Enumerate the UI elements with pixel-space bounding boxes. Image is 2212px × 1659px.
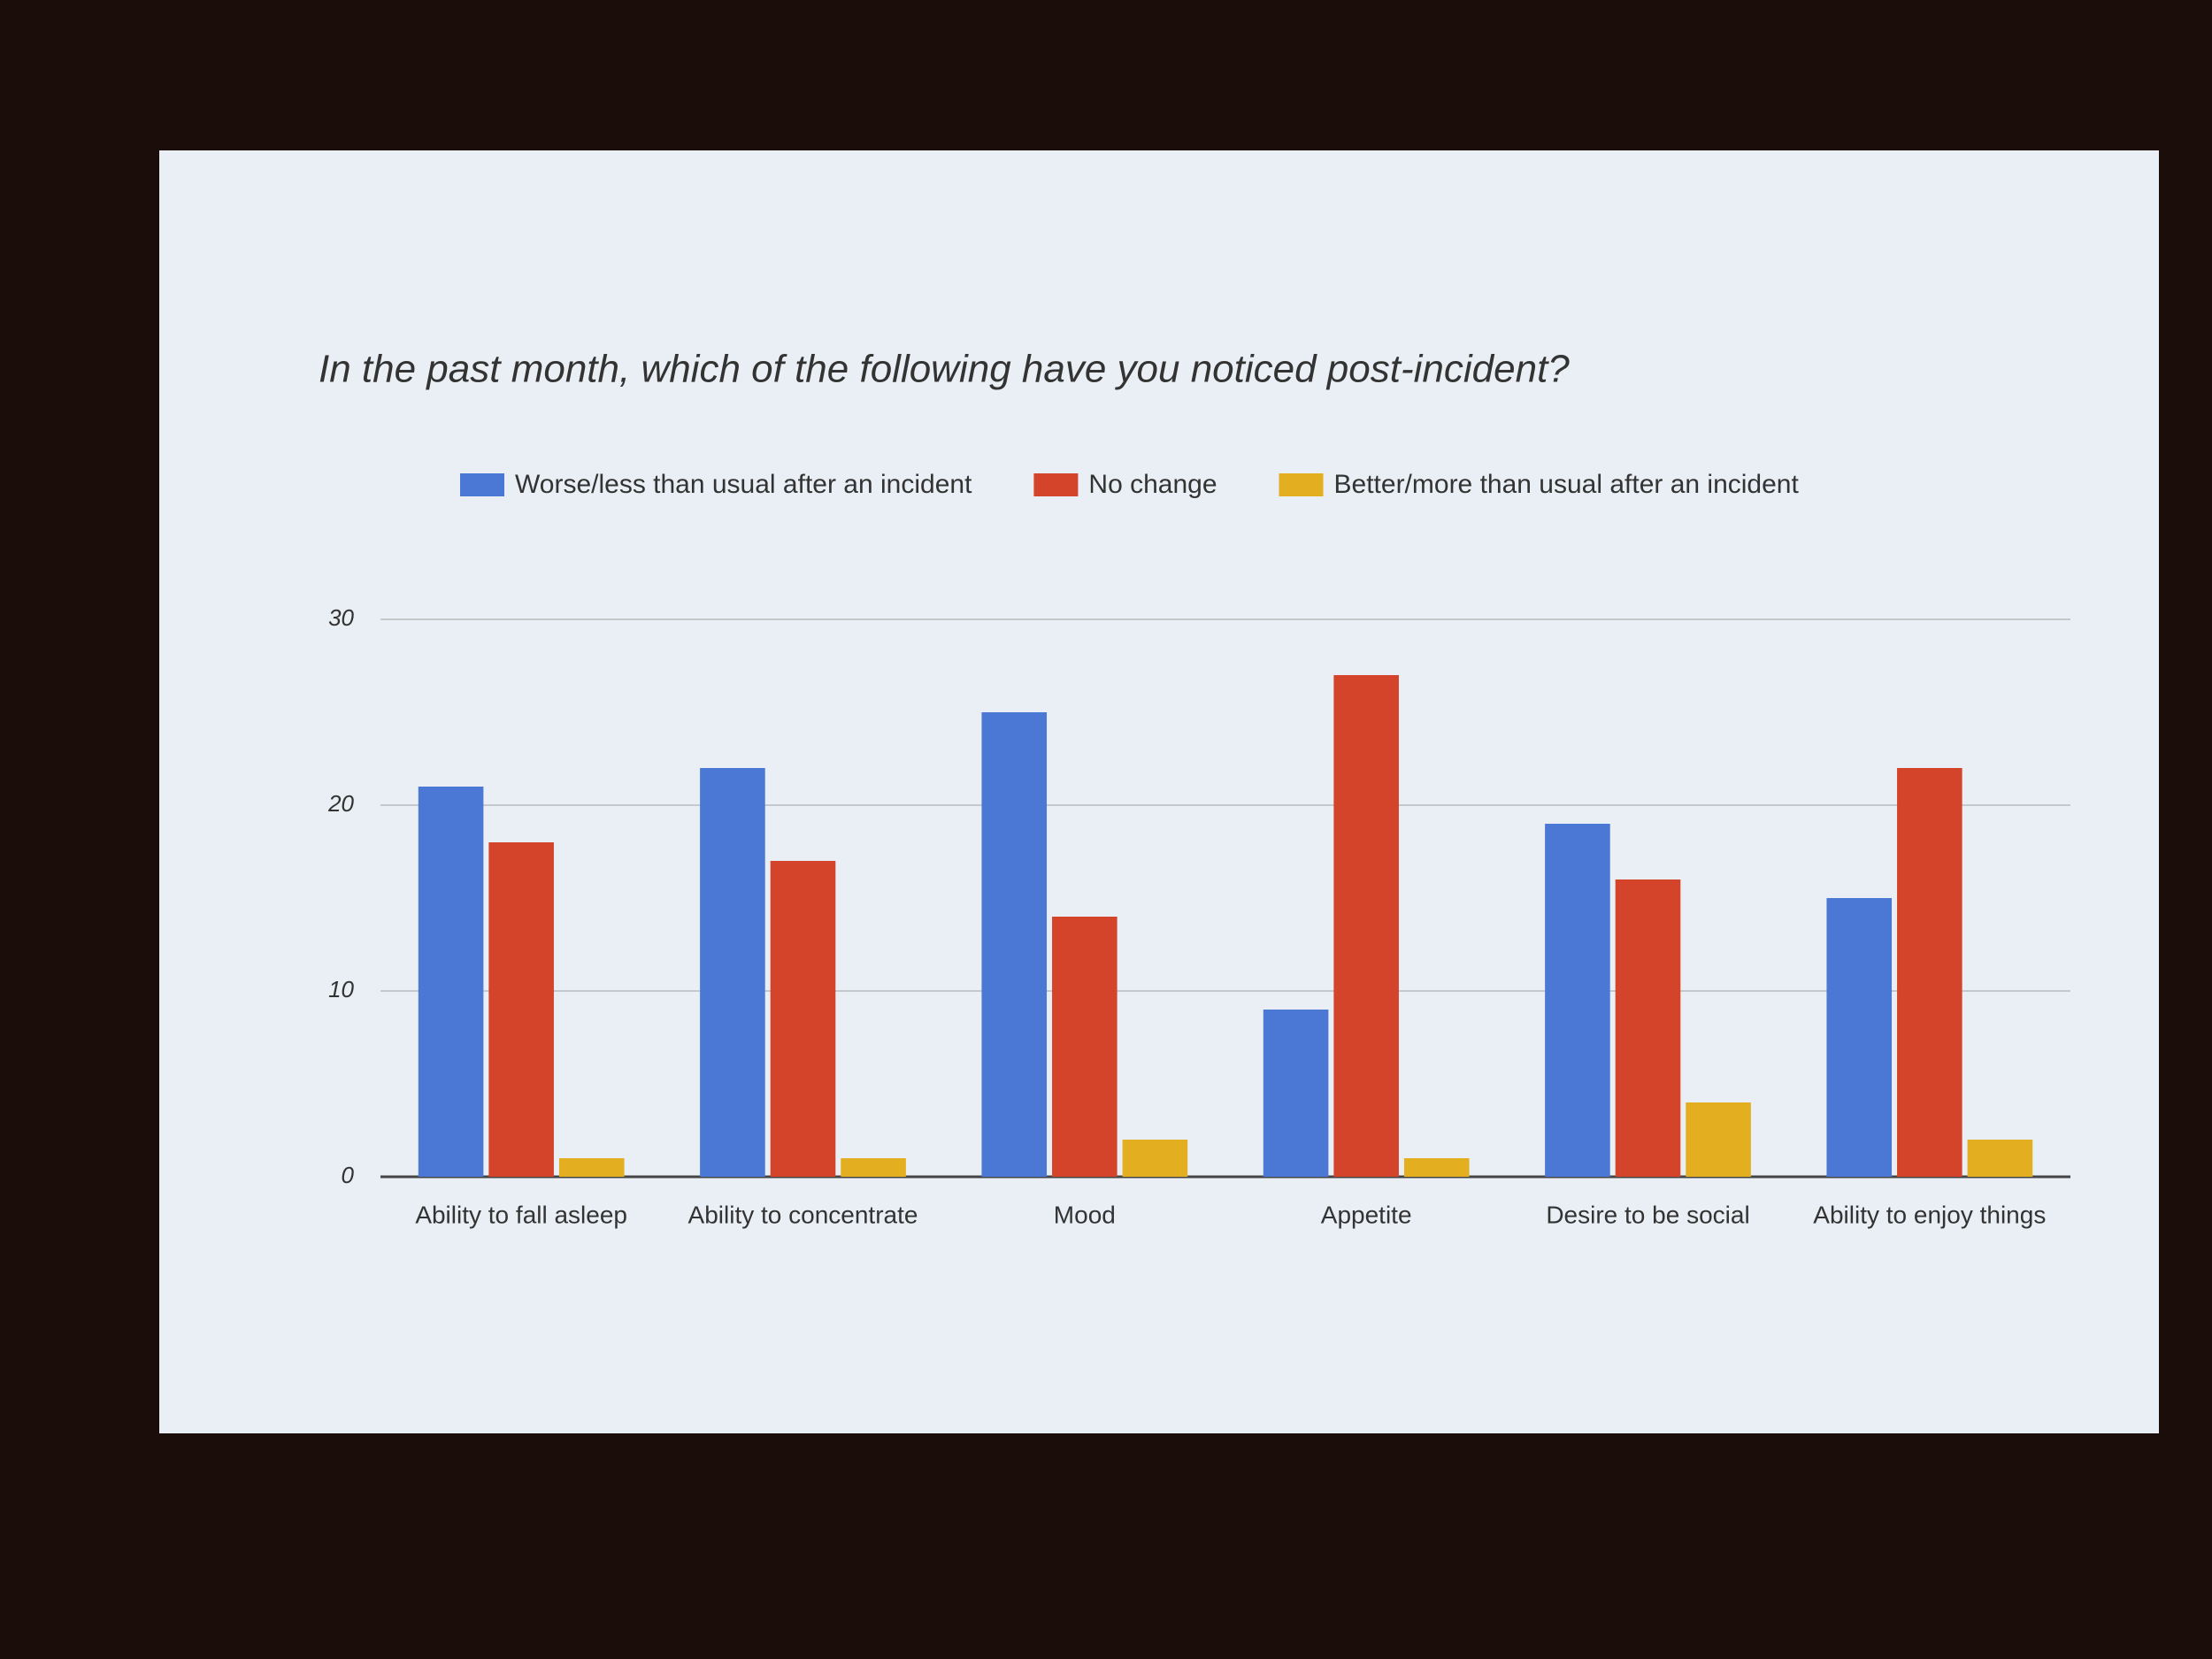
bar (1545, 824, 1610, 1177)
bar (770, 861, 836, 1177)
x-tick-label: Desire to be social (1546, 1201, 1749, 1228)
bar (1403, 1158, 1470, 1177)
x-tick-label: Ability to enjoy things (1813, 1201, 2046, 1228)
legend-label: Better/more than usual after an incident (1334, 470, 1800, 499)
bar (841, 1158, 906, 1177)
bar (1333, 675, 1399, 1177)
legend-swatch (460, 473, 504, 496)
bar (1897, 768, 1962, 1177)
x-tick-label: Ability to fall asleep (415, 1201, 627, 1228)
bar (418, 787, 484, 1177)
bar (1967, 1140, 2033, 1177)
legend-label: Worse/less than usual after an incident (515, 470, 972, 499)
bar (1263, 1010, 1329, 1177)
x-tick-label: Ability to concentrate (688, 1201, 918, 1228)
bar (1052, 917, 1118, 1177)
bar (700, 768, 765, 1177)
y-tick-label: 20 (327, 790, 354, 817)
legend-label: No change (1088, 470, 1217, 499)
y-tick-label: 30 (328, 604, 354, 631)
bar (1826, 898, 1893, 1177)
y-tick-label: 0 (342, 1162, 355, 1188)
bar (488, 842, 554, 1177)
bar (1615, 879, 1681, 1177)
y-tick-label: 10 (328, 976, 354, 1002)
legend-swatch (1279, 473, 1324, 496)
bar (1122, 1140, 1188, 1177)
bar (1686, 1102, 1751, 1177)
legend-swatch (1033, 473, 1079, 496)
chart-title: In the past month, which of the followin… (319, 348, 1570, 391)
x-tick-label: Mood (1054, 1201, 1116, 1228)
x-tick-label: Appetite (1321, 1201, 1412, 1228)
projection-screen (159, 150, 2159, 1433)
bar (981, 712, 1048, 1177)
bar (558, 1158, 625, 1177)
